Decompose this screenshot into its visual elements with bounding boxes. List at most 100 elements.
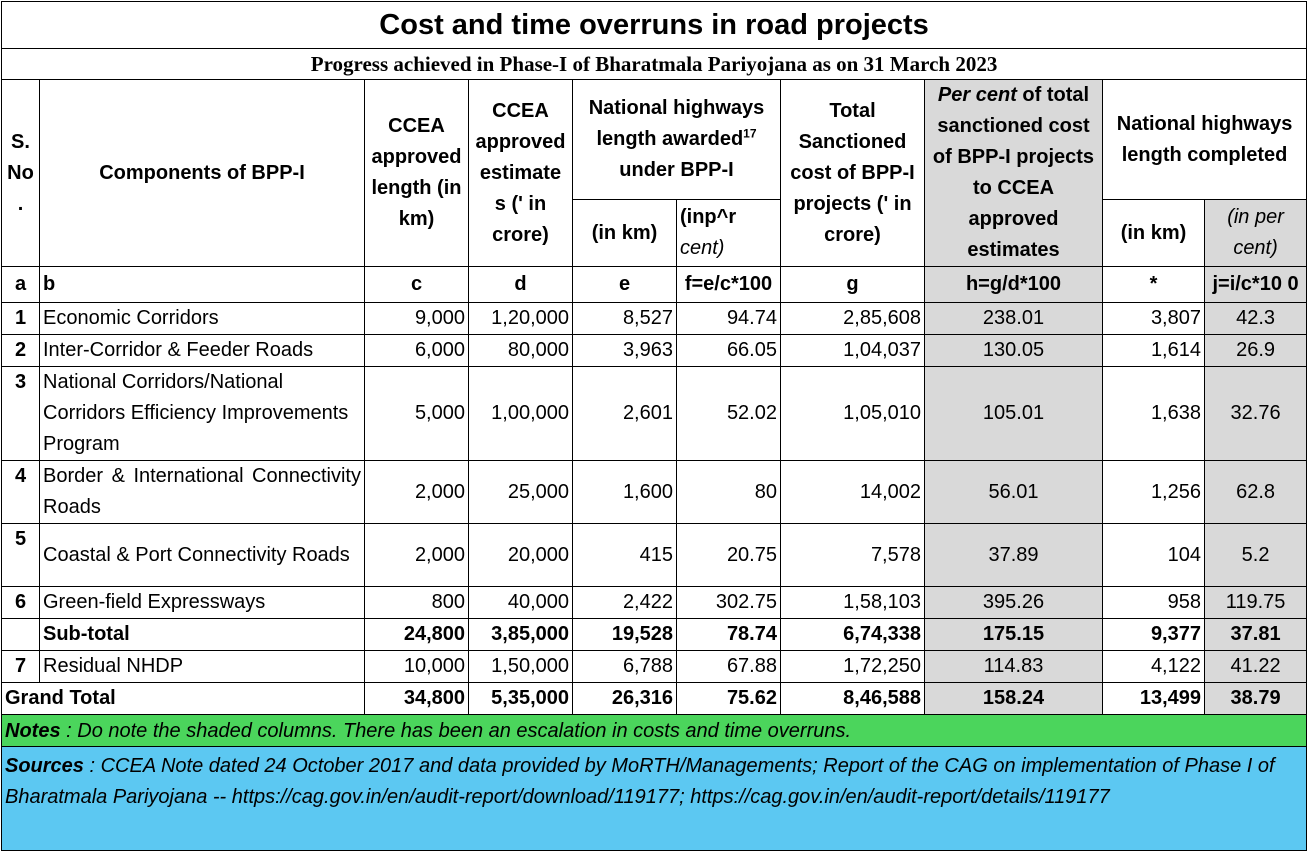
cell-c: 2,000 bbox=[364, 460, 469, 524]
subtotal-row: Sub-total 24,800 3,85,000 19,528 78.74 6… bbox=[1, 618, 1307, 651]
cell-c: 2,000 bbox=[364, 523, 469, 587]
cell-i: 13,499 bbox=[1102, 682, 1205, 715]
row-component: Residual NHDP bbox=[39, 650, 365, 683]
column-letters-row: a b c d e f=e/c*100 g h=g/d*100 * j=i/c*… bbox=[1, 266, 1307, 303]
sources-label: Sources bbox=[5, 755, 84, 777]
letter-b: b bbox=[39, 266, 365, 303]
cell-c: 6,000 bbox=[364, 334, 469, 367]
row-component: Coastal & Port Connectivity Roads bbox=[39, 523, 365, 587]
table-row: 7 Residual NHDP 10,000 1,50,000 6,788 67… bbox=[1, 650, 1307, 683]
notes-cell: Notes : Do note the shaded columns. Ther… bbox=[0, 714, 1307, 747]
cell-i: 958 bbox=[1102, 586, 1205, 619]
letter-e: e bbox=[572, 266, 677, 303]
row-component: National Corridors/National Corridors Ef… bbox=[39, 366, 365, 461]
cell-f: 52.02 bbox=[676, 366, 781, 461]
cell-i: 9,377 bbox=[1102, 618, 1205, 651]
cell-h: 37.89 bbox=[924, 523, 1103, 587]
cell-i: 1,256 bbox=[1102, 460, 1205, 524]
grand-total-row: Grand Total 34,800 5,35,000 26,316 75.62… bbox=[1, 682, 1307, 715]
cell-j: 41.22 bbox=[1203, 650, 1307, 683]
cell-i: 3,807 bbox=[1102, 302, 1205, 335]
notes-text: : Do note the shaded columns. There has … bbox=[60, 719, 852, 742]
cell-d: 1,20,000 bbox=[468, 302, 573, 335]
header-sno: S. No. bbox=[1, 79, 40, 267]
cell-h: 158.24 bbox=[924, 682, 1103, 715]
cell-d: 3,85,000 bbox=[468, 618, 573, 651]
cell-j: 37.81 bbox=[1203, 618, 1307, 651]
row-component: Inter-Corridor & Feeder Roads bbox=[39, 334, 365, 367]
cell-e: 2,422 bbox=[572, 586, 677, 619]
cell-e: 19,528 bbox=[572, 618, 677, 651]
header-nh-awarded-main: National highways length awarded bbox=[588, 97, 765, 151]
row-component: Economic Corridors bbox=[39, 302, 365, 335]
cell-f: 66.05 bbox=[676, 334, 781, 367]
cell-d: 80,000 bbox=[468, 334, 573, 367]
header-nh-awarded-pct-a: (inp^r bbox=[680, 206, 737, 229]
cell-h: 105.01 bbox=[924, 366, 1103, 461]
cell-c: 9,000 bbox=[364, 302, 469, 335]
header-pct-cost: Per cent of total sanctioned cost of BPP… bbox=[924, 79, 1103, 267]
cell-e: 8,527 bbox=[572, 302, 677, 335]
header-nh-awarded-pct-b: cent) bbox=[680, 237, 725, 260]
sources-cell: Sources : CCEA Note dated 24 October 201… bbox=[0, 746, 1307, 851]
cell-g: 7,578 bbox=[780, 523, 925, 587]
cell-h: 238.01 bbox=[924, 302, 1103, 335]
row-component: Border & International Connectivity Road… bbox=[39, 460, 365, 524]
table-row: 2 Inter-Corridor & Feeder Roads 6,000 80… bbox=[1, 334, 1307, 367]
cell-j: 38.79 bbox=[1203, 682, 1307, 715]
cell-d: 1,50,000 bbox=[468, 650, 573, 683]
cell-h: 56.01 bbox=[924, 460, 1103, 524]
letter-a: a bbox=[1, 266, 40, 303]
cell-e: 6,788 bbox=[572, 650, 677, 683]
row-sno: 5 bbox=[1, 523, 40, 587]
cell-c: 24,800 bbox=[364, 618, 469, 651]
cell-e: 26,316 bbox=[572, 682, 677, 715]
sources-text: : CCEA Note dated 24 October 2017 and da… bbox=[5, 755, 1275, 808]
header-pct-cost-rest: of total sanctioned cost of BPP-I projec… bbox=[932, 84, 1095, 261]
cell-g: 1,05,010 bbox=[780, 366, 925, 461]
letter-g: g bbox=[780, 266, 925, 303]
cell-g: 6,74,338 bbox=[780, 618, 925, 651]
table-row: 3 National Corridors/National Corridors … bbox=[1, 366, 1307, 461]
cell-d: 1,00,000 bbox=[468, 366, 573, 461]
cell-d: 40,000 bbox=[468, 586, 573, 619]
cell-g: 8,46,588 bbox=[780, 682, 925, 715]
cell-j: 26.9 bbox=[1203, 334, 1307, 367]
cell-j: 62.8 bbox=[1203, 460, 1307, 524]
cell-f: 94.74 bbox=[676, 302, 781, 335]
letter-i: * bbox=[1102, 266, 1205, 303]
cell-f: 75.62 bbox=[676, 682, 781, 715]
cell-f: 78.74 bbox=[676, 618, 781, 651]
cell-e: 3,963 bbox=[572, 334, 677, 367]
row-component: Green-field Expressways bbox=[39, 586, 365, 619]
table-row: 5 Coastal & Port Connectivity Roads 2,00… bbox=[1, 523, 1307, 587]
cell-h: 114.83 bbox=[924, 650, 1103, 683]
header-component: Components of BPP-I bbox=[39, 79, 365, 267]
cell-i: 4,122 bbox=[1102, 650, 1205, 683]
letter-f: f=e/c*100 bbox=[676, 266, 781, 303]
cell-f: 67.88 bbox=[676, 650, 781, 683]
subtotal-label: Sub-total bbox=[39, 618, 365, 651]
header-pct-cost-italic: Per cent bbox=[937, 84, 1017, 106]
cell-d: 25,000 bbox=[468, 460, 573, 524]
footnote-ref: 17 bbox=[743, 126, 757, 141]
cell-g: 14,002 bbox=[780, 460, 925, 524]
cell-g: 1,04,037 bbox=[780, 334, 925, 367]
cell-c: 800 bbox=[364, 586, 469, 619]
header-nh-completed-pct: (in per cent) bbox=[1203, 199, 1307, 267]
header-nh-awarded: National highways length awarded17 under… bbox=[572, 78, 781, 201]
cell-c: 5,000 bbox=[364, 366, 469, 461]
table-title: Cost and time overruns in road projects bbox=[0, 1, 1307, 49]
letter-h: h=g/d*100 bbox=[924, 266, 1103, 303]
cell-g: 2,85,608 bbox=[780, 302, 925, 335]
cell-f: 80 bbox=[676, 460, 781, 524]
header-nh-awarded-tail: under BPP-I bbox=[619, 159, 734, 182]
sources-row: Sources : CCEA Note dated 24 October 201… bbox=[0, 746, 1307, 851]
cell-f: 302.75 bbox=[676, 586, 781, 619]
letter-j: j=i/c*10 0 bbox=[1203, 266, 1307, 303]
notes-label: Notes bbox=[5, 719, 61, 742]
table-row: 1 Economic Corridors 9,000 1,20,000 8,52… bbox=[1, 302, 1307, 335]
cell-j: 119.75 bbox=[1203, 586, 1307, 619]
